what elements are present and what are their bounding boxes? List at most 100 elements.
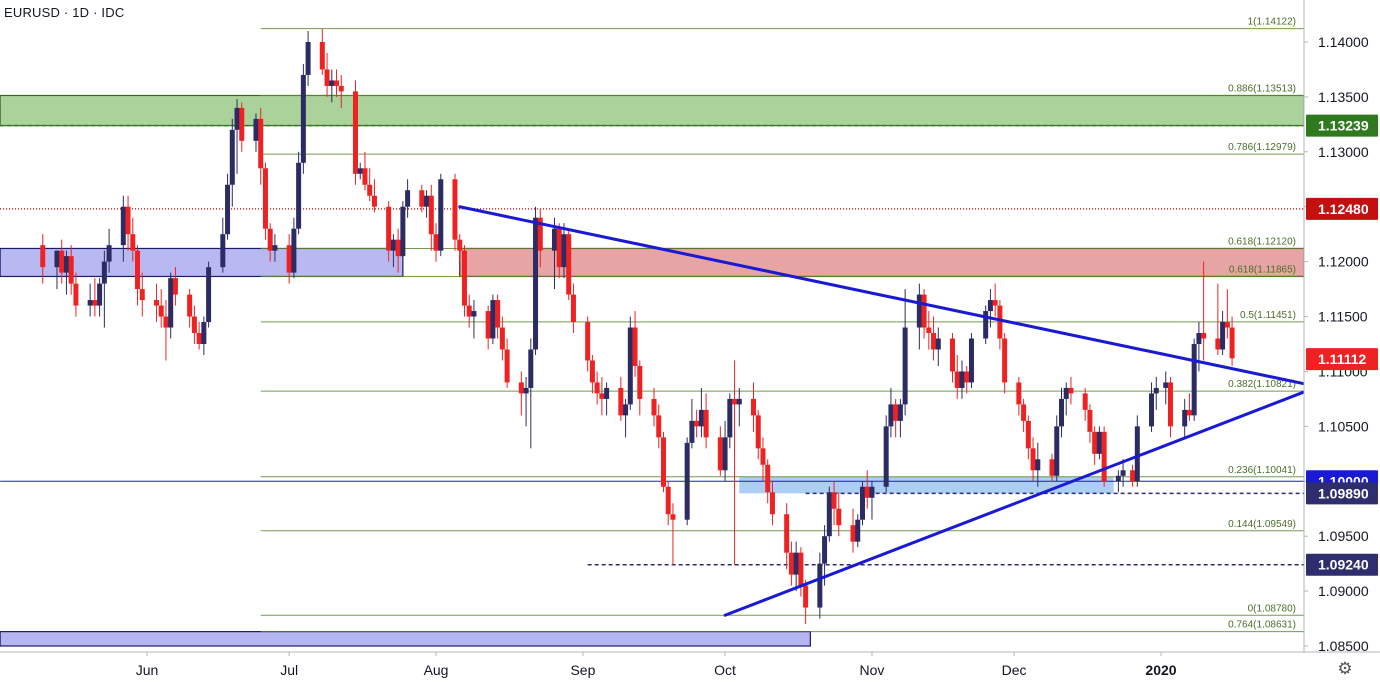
- candle-body[interactable]: [1186, 409, 1192, 416]
- candle[interactable]: [286, 234, 292, 284]
- candle-body[interactable]: [1224, 322, 1230, 328]
- candle[interactable]: [931, 316, 937, 361]
- candle-body[interactable]: [651, 398, 657, 416]
- candle[interactable]: [1063, 382, 1069, 416]
- candle[interactable]: [258, 107, 264, 185]
- candle-body[interactable]: [1215, 338, 1221, 350]
- candle[interactable]: [300, 63, 306, 174]
- candle[interactable]: [722, 420, 728, 482]
- candle[interactable]: [139, 272, 145, 317]
- candle[interactable]: [926, 311, 932, 350]
- candle[interactable]: [490, 294, 496, 344]
- candle[interactable]: [1120, 459, 1126, 487]
- candle-body[interactable]: [262, 168, 268, 229]
- candle[interactable]: [566, 228, 572, 301]
- candle-body[interactable]: [1016, 382, 1022, 405]
- candle[interactable]: [324, 52, 330, 97]
- candle[interactable]: [106, 228, 112, 273]
- candle-body[interactable]: [623, 404, 629, 416]
- candle[interactable]: [1167, 376, 1173, 438]
- candle-body[interactable]: [153, 300, 159, 306]
- candle[interactable]: [921, 289, 927, 339]
- candle-body[interactable]: [765, 464, 771, 493]
- candle-body[interactable]: [239, 107, 245, 141]
- candle-body[interactable]: [73, 283, 79, 306]
- candle[interactable]: [623, 398, 629, 438]
- candle-body[interactable]: [395, 239, 401, 257]
- candle[interactable]: [523, 376, 529, 427]
- candle-body[interactable]: [1082, 393, 1088, 410]
- candle[interactable]: [717, 426, 723, 476]
- candle[interactable]: [1149, 382, 1155, 432]
- candle-body[interactable]: [556, 228, 562, 268]
- candle[interactable]: [395, 228, 401, 273]
- candle[interactable]: [1030, 437, 1036, 482]
- candle-body[interactable]: [755, 415, 761, 449]
- candle[interactable]: [888, 387, 894, 438]
- candle-body[interactable]: [362, 168, 368, 185]
- candle[interactable]: [589, 354, 595, 394]
- candle[interactable]: [968, 333, 974, 388]
- candle-body[interactable]: [419, 190, 425, 207]
- candle-body[interactable]: [1191, 344, 1197, 416]
- candle-body[interactable]: [490, 300, 496, 339]
- candle-body[interactable]: [798, 552, 804, 586]
- candle-body[interactable]: [329, 80, 335, 86]
- candle[interactable]: [452, 173, 458, 251]
- candle[interactable]: [1134, 415, 1140, 487]
- candle[interactable]: [656, 404, 662, 449]
- candle[interactable]: [1096, 426, 1102, 460]
- candle-body[interactable]: [537, 217, 543, 251]
- candle-body[interactable]: [495, 300, 501, 328]
- candle[interactable]: [793, 541, 799, 592]
- candle[interactable]: [196, 322, 202, 350]
- candle-body[interactable]: [632, 327, 638, 366]
- candle[interactable]: [570, 283, 576, 334]
- candle-body[interactable]: [1149, 393, 1155, 427]
- candle[interactable]: [59, 239, 65, 284]
- candle-body[interactable]: [305, 42, 311, 75]
- candle-body[interactable]: [1025, 420, 1031, 449]
- candle[interactable]: [533, 206, 539, 355]
- candle-body[interactable]: [40, 245, 46, 268]
- candle-body[interactable]: [158, 305, 164, 317]
- candle-body[interactable]: [92, 300, 98, 306]
- candle-body[interactable]: [784, 514, 790, 553]
- candle[interactable]: [390, 234, 396, 268]
- candle[interactable]: [751, 382, 757, 432]
- candle[interactable]: [769, 481, 775, 526]
- candle[interactable]: [826, 486, 832, 542]
- candle[interactable]: [788, 541, 794, 586]
- candle-body[interactable]: [1134, 426, 1140, 482]
- candle[interactable]: [869, 481, 875, 520]
- candle-body[interactable]: [357, 168, 363, 174]
- candle-body[interactable]: [59, 250, 65, 273]
- candle[interactable]: [457, 234, 463, 262]
- candle-body[interactable]: [163, 316, 169, 328]
- candle[interactable]: [101, 250, 107, 328]
- candle-body[interactable]: [390, 239, 396, 251]
- candle[interactable]: [305, 31, 311, 86]
- candle-body[interactable]: [338, 85, 344, 92]
- candle[interactable]: [424, 190, 430, 218]
- candle-body[interactable]: [893, 404, 899, 421]
- candle[interactable]: [234, 99, 240, 174]
- candle[interactable]: [272, 234, 278, 262]
- candle-body[interactable]: [964, 371, 970, 383]
- candle-body[interactable]: [172, 278, 178, 295]
- candle[interactable]: [87, 283, 93, 317]
- candle[interactable]: [1186, 393, 1192, 421]
- candle[interactable]: [850, 508, 856, 553]
- candle[interactable]: [187, 289, 193, 328]
- candle[interactable]: [983, 305, 989, 344]
- candle-body[interactable]: [983, 311, 989, 339]
- candle[interactable]: [732, 360, 738, 565]
- candle-body[interactable]: [1220, 322, 1226, 350]
- candle[interactable]: [130, 217, 136, 262]
- candle[interactable]: [883, 415, 889, 493]
- candle-body[interactable]: [826, 492, 832, 537]
- candle-body[interactable]: [950, 338, 956, 372]
- candle[interactable]: [893, 398, 899, 438]
- candle-body[interactable]: [656, 415, 662, 438]
